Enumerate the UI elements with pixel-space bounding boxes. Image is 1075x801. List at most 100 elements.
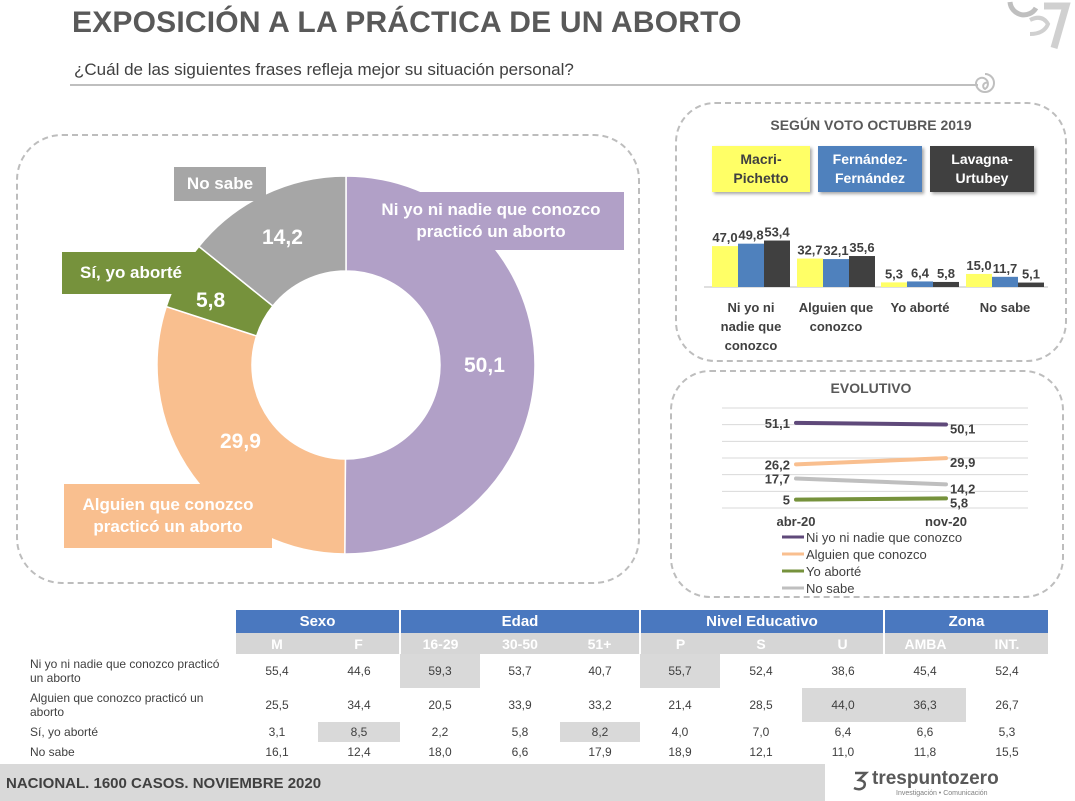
category-label: No sabe	[980, 300, 1031, 315]
line-value-label: 5,8	[950, 495, 968, 510]
line-value-label: 17,7	[765, 472, 790, 487]
bar	[849, 256, 875, 287]
row-label: Ni yo ni nadie que conozco practicó un a…	[30, 657, 220, 685]
category-label: Yo aborté	[891, 300, 950, 315]
label-ni-yo: Ni yo ni nadie que conozco practicó un a…	[358, 192, 624, 250]
brand-name: trespuntozero	[872, 768, 999, 789]
table-cell: 36,3	[884, 688, 966, 722]
bar-value-label: 6,4	[911, 265, 930, 280]
group-sexo: Sexo	[236, 610, 400, 633]
bar-value-label: 32,7	[797, 243, 822, 258]
table-cell: 20,5	[428, 698, 452, 712]
table-cell: 34,4	[347, 698, 371, 712]
bar	[907, 281, 933, 287]
category-label: conozco	[725, 338, 778, 353]
table-cell: 4,0	[671, 725, 689, 739]
table-cell: 18,0	[428, 745, 452, 759]
series-line	[794, 496, 948, 502]
label-si-yo: Sí, yo aborté	[62, 252, 200, 294]
table-cell: 8,5	[318, 722, 400, 742]
bar-value-label: 5,3	[885, 266, 903, 281]
category-label: Alguien que	[799, 300, 873, 315]
col-amba: AMBA	[883, 633, 966, 654]
table-row: Alguien que conozco practicó un aborto 2…	[28, 688, 1048, 722]
series-line	[794, 476, 948, 487]
page-subtitle: ¿Cuál de las siguientes frases refleja m…	[74, 60, 574, 79]
table-cell: 17,9	[588, 745, 612, 759]
table-cell: 53,7	[508, 664, 532, 678]
table-cell: 15,5	[995, 745, 1019, 759]
legend-macri: Macri- Pichetto	[712, 146, 810, 192]
group-edad: Edad	[399, 610, 640, 633]
table-cell: 44,6	[347, 664, 371, 678]
legend-fernandez: Fernández- Fernández	[818, 146, 922, 192]
col-p: P	[639, 633, 720, 654]
table-cell: 25,5	[265, 698, 289, 712]
evolutivo-panel	[670, 370, 1064, 598]
col-int: INT.	[966, 633, 1048, 654]
bar	[797, 258, 823, 287]
bar	[1018, 282, 1044, 287]
table-cell: 16,1	[265, 745, 289, 759]
table-cell: 5,3	[998, 725, 1016, 739]
line-value-label: 14,2	[950, 481, 975, 496]
value-ni-yo: 50,1	[464, 354, 505, 377]
label-alguien: Alguien que conozco practicó un aborto	[64, 484, 272, 548]
category-label: Ni yo ni	[728, 300, 775, 315]
bar-value-label: 49,8	[738, 228, 763, 243]
table-row: Sí, yo aborté 3,1 8,5 2,2 5,8 8,2 4,0 7,…	[28, 722, 1048, 742]
table-cell: 11,8	[913, 745, 937, 759]
legend-label: Yo aborté	[806, 564, 861, 579]
vote-chart-title: SEGÚN VOTO OCTUBRE 2019	[770, 117, 972, 133]
bar	[881, 282, 907, 287]
bar	[966, 273, 992, 287]
table-row: Ni yo ni nadie que conozco practicó un a…	[28, 654, 1048, 688]
page-title: EXPOSICIÓN A LA PRÁCTICA DE UN ABORTO	[72, 6, 742, 39]
col-f: F	[318, 633, 400, 654]
table-cell: 21,4	[668, 698, 692, 712]
table-cell: 52,4	[749, 664, 773, 678]
table-cell: 7,0	[752, 725, 770, 739]
bar-value-label: 15,0	[966, 258, 991, 273]
bar-value-label: 11,7	[993, 261, 1018, 276]
table-cell: 55,4	[265, 664, 289, 678]
brand-tagline: Investigación • Comunicación	[896, 790, 988, 797]
donut-chart	[156, 175, 536, 555]
table-cell: 59,3	[400, 654, 480, 688]
bar	[764, 240, 790, 287]
line-value-label: 50,1	[950, 422, 975, 437]
table-cell: 12,1	[749, 745, 773, 759]
table-cell: 40,7	[588, 664, 612, 678]
series-line	[794, 420, 948, 427]
bar	[712, 246, 738, 287]
table-cell: 18,9	[668, 745, 692, 759]
table-cell: 28,5	[749, 698, 773, 712]
col-16-29: 16-29	[399, 633, 480, 654]
table-cell: 6,6	[916, 725, 934, 739]
x-tick-label: nov-20	[925, 514, 967, 529]
table-cell: 3,1	[268, 725, 286, 739]
cross-table: Sexo Edad Nivel Educativo Zona M F 16-29…	[28, 610, 1048, 762]
table-cell: 44,0	[802, 688, 884, 722]
value-si-yo: 5,8	[196, 289, 226, 312]
col-30-50: 30-50	[480, 633, 560, 654]
row-label: Alguien que conozco practicó un aborto	[30, 691, 204, 719]
row-label: Sí, yo aborté	[30, 725, 99, 739]
legend-label: Ni yo ni nadie que conozco	[806, 530, 962, 545]
bar-value-label: 47,0	[712, 230, 737, 245]
header-divider	[70, 84, 978, 86]
bar-value-label: 5,1	[1022, 267, 1040, 282]
table-cell: 33,9	[508, 698, 532, 712]
value-alguien: 29,9	[220, 430, 261, 453]
table-cell: 8,2	[560, 722, 640, 742]
brand-logo-icon	[1007, 1, 1071, 49]
line-value-label: 5	[783, 493, 790, 508]
bar	[823, 259, 849, 287]
legend-lavagna: Lavagna- Urtubey	[930, 146, 1034, 192]
table-cell: 2,2	[431, 725, 449, 739]
swirl-icon	[974, 73, 995, 93]
table-cell: 12,4	[347, 745, 371, 759]
bar-value-label: 32,1	[823, 243, 848, 258]
table-cell: 5,8	[511, 725, 529, 739]
